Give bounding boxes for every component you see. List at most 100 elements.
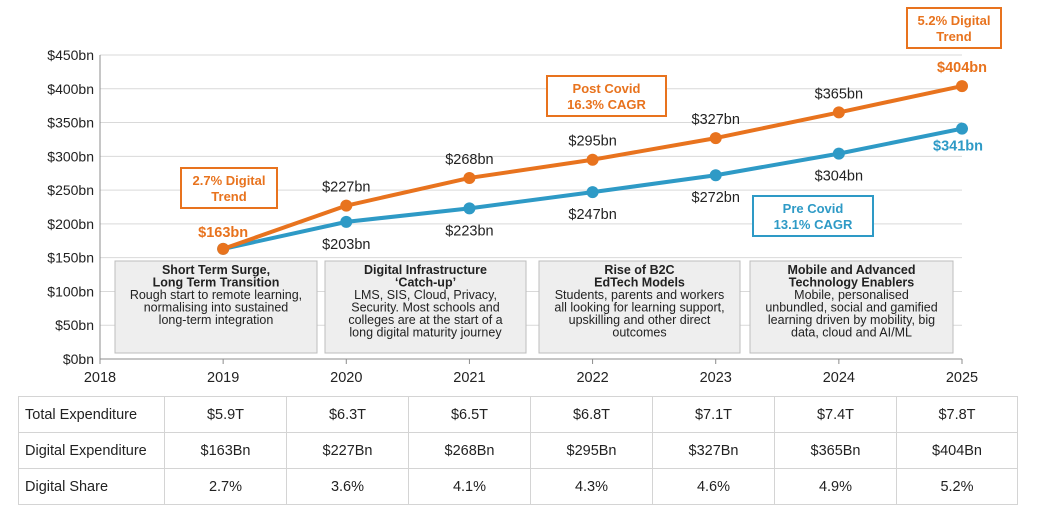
table-cell: $7.1T: [652, 396, 775, 433]
x-tick-label: 2019: [207, 370, 239, 386]
data-point: [340, 215, 353, 228]
callout-box: [906, 7, 1002, 49]
table-cell: $227Bn: [286, 432, 409, 469]
data-label: $272bn: [692, 190, 740, 206]
data-point: [463, 202, 476, 215]
table-cell: $6.8T: [530, 396, 653, 433]
y-tick-label: $450bn: [47, 47, 94, 63]
callout-text: Trend: [211, 189, 246, 204]
table-cell: $163Bn: [164, 432, 287, 469]
data-label: $327bn: [692, 112, 740, 128]
data-point: [956, 80, 968, 93]
callout-text: 13.1% CAGR: [774, 217, 853, 232]
phase-text: upskilling and other direct: [569, 313, 711, 327]
table-cell: 5.2%: [896, 468, 1018, 505]
phase-text: long digital maturity journey: [349, 326, 502, 340]
callout-text: 5.2% Digital: [918, 13, 991, 28]
table-cell: $268Bn: [408, 432, 531, 469]
callout-text: Trend: [936, 29, 971, 44]
data-point: [586, 153, 599, 166]
data-label: $227bn: [322, 180, 370, 196]
data-point: [709, 132, 722, 145]
table-cell: 4.1%: [408, 468, 531, 505]
table-cell: $295Bn: [530, 432, 653, 469]
data-point: [709, 169, 722, 182]
line-chart: $0bn $50bn $100bn $150bn $200bn $250bn $300bn $…: [47, 7, 1002, 386]
data-point: [217, 242, 230, 255]
table-cell: $5.9T: [164, 396, 287, 433]
callout-box: [180, 167, 278, 209]
table-cell: $7.8T: [896, 396, 1018, 433]
phase-text: normalising into sustained: [144, 301, 289, 315]
phase-title: Short Term Surge,: [162, 263, 270, 277]
y-tick-label: $150bn: [47, 250, 94, 266]
y-tick-label: $100bn: [47, 283, 94, 299]
data-label: $365bn: [815, 86, 863, 102]
row-label: Total Expenditure: [18, 396, 165, 433]
table-cell: $7.4T: [774, 396, 897, 433]
phase-title: Technology Enablers: [789, 276, 915, 290]
y-tick-label: $0bn: [63, 351, 94, 367]
row-label: Digital Expenditure: [18, 432, 165, 469]
data-point: [340, 199, 353, 212]
table-cell: $365Bn: [774, 432, 897, 469]
y-tick-label: $200bn: [47, 216, 94, 232]
y-tick-label: $350bn: [47, 115, 94, 131]
y-tick-label: $50bn: [55, 317, 94, 333]
y-tick-label: $300bn: [47, 148, 94, 164]
table-cell: $6.5T: [408, 396, 531, 433]
data-label: $404bn: [937, 60, 987, 76]
phase-text: data, cloud and AI/ML: [791, 326, 912, 340]
table-row-digital-share: Digital Share 2.7% 3.6% 4.1% 4.3% 4.6% 4…: [18, 468, 1018, 505]
callout-text: Pre Covid: [783, 201, 844, 216]
x-tick-label: 2018: [84, 370, 116, 386]
callout-text: 16.3% CAGR: [567, 97, 646, 112]
data-point: [956, 122, 968, 135]
table-cell: 3.6%: [286, 468, 409, 505]
table-row-digital-expenditure: Digital Expenditure $163Bn $227Bn $268Bn…: [18, 432, 1018, 469]
phase-box: [749, 260, 954, 354]
data-label: $163bn: [198, 225, 248, 241]
phase-text: long-term integration: [159, 313, 274, 327]
data-point: [463, 171, 476, 184]
phase-text: outcomes: [612, 326, 666, 340]
data-point: [832, 106, 845, 119]
data-point: [832, 147, 845, 160]
x-tick-label: 2020: [330, 370, 362, 386]
callout-text: Post Covid: [573, 81, 641, 96]
phase-text: Students, parents and workers: [555, 288, 725, 302]
callout-box: [546, 75, 667, 117]
phase-text: Rough start to remote learning,: [130, 288, 302, 302]
data-label: $341bn: [933, 139, 983, 155]
callout-box: [752, 195, 874, 237]
y-tick-label: $250bn: [47, 182, 94, 198]
table-cell: $327Bn: [652, 432, 775, 469]
data-point: [586, 186, 599, 199]
table-cell: $404Bn: [896, 432, 1018, 469]
callout-text: 2.7% Digital: [193, 173, 266, 188]
y-tick-label: $400bn: [47, 81, 94, 97]
expenditure-table: Total Expenditure $5.9T $6.3T $6.5T $6.8…: [18, 396, 1018, 505]
phase-text: learning driven by mobility, big: [768, 313, 935, 327]
x-tick-label: 2024: [823, 370, 855, 386]
phase-title: ‘Catch-up’: [395, 276, 456, 290]
table-cell: 2.7%: [164, 468, 287, 505]
row-label: Digital Share: [18, 468, 165, 505]
phase-box: [538, 260, 741, 354]
phase-text: Mobile, personalised: [794, 288, 909, 302]
phase-text: Security. Most schools and: [351, 301, 499, 315]
x-tick-label: 2023: [700, 370, 732, 386]
phase-box: [324, 260, 527, 354]
data-label: $295bn: [568, 134, 616, 150]
x-tick-label: 2022: [576, 370, 608, 386]
data-label: $223bn: [445, 223, 493, 239]
phase-title: Long Term Transition: [153, 276, 280, 290]
table-cell: 4.9%: [774, 468, 897, 505]
data-label: $247bn: [568, 207, 616, 223]
phase-text: LMS, SIS, Cloud, Privacy,: [354, 288, 497, 302]
data-label: $268bn: [445, 152, 493, 168]
table-cell: $6.3T: [286, 396, 409, 433]
table-cell: 4.3%: [530, 468, 653, 505]
phase-title: Digital Infrastructure: [364, 263, 487, 277]
table-cell: 4.6%: [652, 468, 775, 505]
